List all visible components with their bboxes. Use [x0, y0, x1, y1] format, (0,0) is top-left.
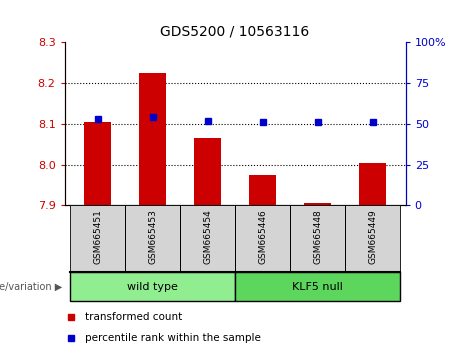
Text: wild type: wild type — [127, 281, 178, 292]
Bar — [70, 272, 235, 301]
Bar — [125, 205, 180, 272]
Bar — [194, 138, 221, 205]
Text: genotype/variation ▶: genotype/variation ▶ — [0, 281, 62, 292]
Bar — [235, 272, 400, 301]
Bar — [84, 122, 111, 205]
Text: GSM665453: GSM665453 — [148, 209, 157, 264]
Text: KLF5 null: KLF5 null — [292, 281, 343, 292]
Bar — [249, 175, 277, 205]
Bar — [290, 205, 345, 272]
Text: transformed count: transformed count — [85, 312, 182, 322]
Title: GDS5200 / 10563116: GDS5200 / 10563116 — [160, 24, 310, 39]
Bar — [359, 162, 386, 205]
Bar — [304, 203, 331, 205]
Text: GSM665448: GSM665448 — [313, 209, 322, 264]
Bar — [345, 205, 400, 272]
Bar — [235, 205, 290, 272]
Text: GSM665449: GSM665449 — [368, 209, 377, 264]
Text: percentile rank within the sample: percentile rank within the sample — [85, 332, 261, 343]
Bar — [70, 205, 125, 272]
Text: GSM665454: GSM665454 — [203, 209, 212, 264]
Text: GSM665446: GSM665446 — [258, 209, 267, 264]
Bar — [139, 73, 166, 205]
Bar — [180, 205, 235, 272]
Text: GSM665451: GSM665451 — [93, 209, 102, 264]
